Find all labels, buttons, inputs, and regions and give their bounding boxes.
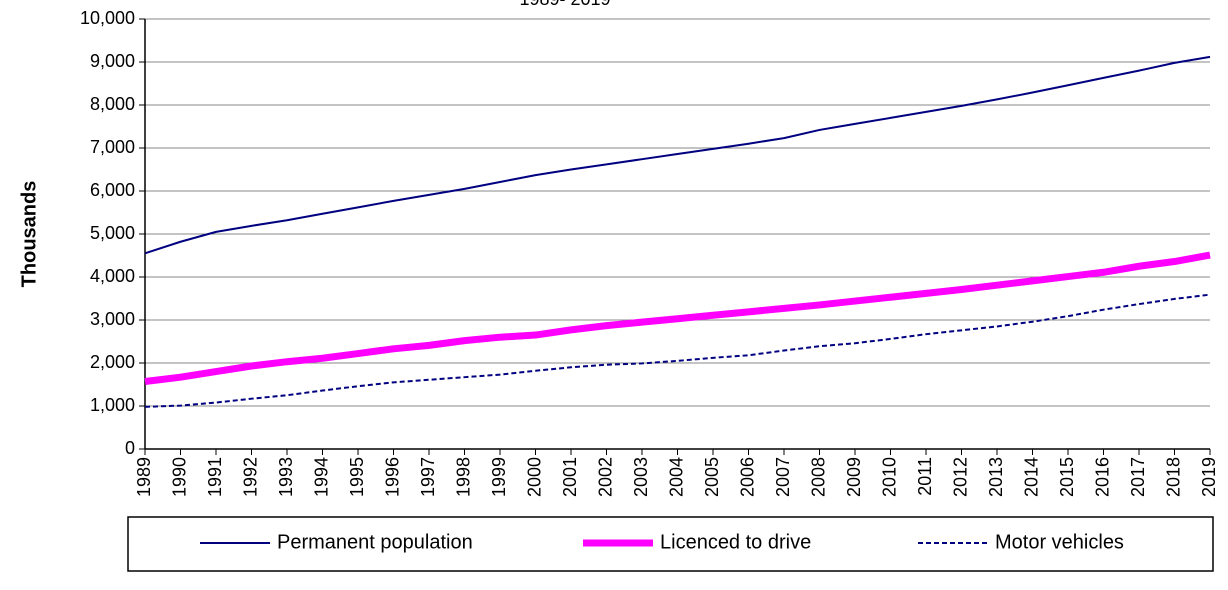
x-tick-label: 2007 [773,457,793,497]
x-tick-label: 1996 [382,457,402,497]
series-line [144,293,1211,408]
x-tick-label: 2014 [1021,457,1041,497]
x-tick-label: 2008 [808,457,828,497]
x-tick-label: 2004 [666,457,686,497]
x-tick-label: 2018 [1163,457,1183,497]
legend-label: Motor vehicles [995,531,1124,553]
x-tick-label: 1991 [205,457,225,497]
x-tick-label: 1997 [418,457,438,497]
legend-label: Permanent population [277,531,473,553]
legend [127,516,1214,572]
x-tick-label: 1993 [276,457,296,497]
x-tick-label: 2010 [879,457,899,497]
x-tick-label: 1989 [134,457,154,497]
x-tick-label: 2017 [1128,457,1148,497]
x-tick-label: 2012 [950,457,970,497]
chart-title: 1989- 2019 [519,0,610,9]
y-tick-label: 1,000 [90,395,135,415]
x-tick-label: 2005 [702,457,722,497]
x-tick-label: 2011 [915,457,935,496]
x-tick-label: 1999 [489,457,509,497]
x-tick-label: 2019 [1199,457,1219,497]
x-tick-label: 2006 [737,457,757,497]
x-tick-label: 1992 [240,457,260,497]
y-tick-label: 4,000 [90,266,135,286]
y-axis-label: Thousands [18,181,40,288]
series-line [144,251,1211,385]
legend-label: Licenced to drive [660,531,811,553]
y-tick-label: 5,000 [90,223,135,243]
y-tick-label: 6,000 [90,180,135,200]
y-tick-label: 8,000 [90,94,135,114]
y-tick-label: 7,000 [90,137,135,157]
x-tick-label: 2002 [595,457,615,497]
x-tick-label: 1998 [453,457,473,497]
y-tick-label: 3,000 [90,309,135,329]
x-tick-label: 2000 [524,457,544,497]
x-tick-label: 2009 [844,457,864,497]
series-line [144,55,1211,255]
x-tick-label: 2013 [986,457,1006,497]
x-tick-label: 2001 [560,457,580,497]
x-tick-label: 2016 [1092,457,1112,497]
x-tick-label: 2015 [1057,457,1077,497]
x-tick-label: 2003 [631,457,651,497]
y-tick-label: 9,000 [90,51,135,71]
x-tick-label: 1995 [347,457,367,497]
y-tick-label: 2,000 [90,352,135,372]
x-tick-label: 1994 [311,457,331,497]
y-tick-label: 0 [125,438,135,458]
y-tick-label: 10,000 [80,8,135,28]
x-tick-label: 1990 [169,457,189,497]
